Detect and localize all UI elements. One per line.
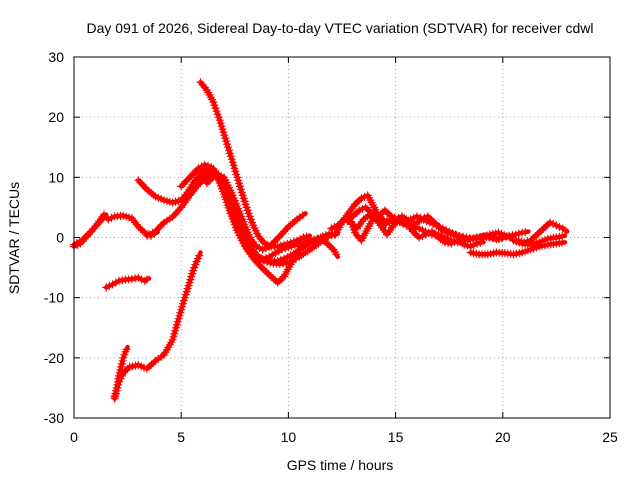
y-tick-label: 30	[48, 49, 64, 65]
series-markers	[102, 273, 151, 292]
series-markers	[202, 170, 307, 254]
chart-title: Day 091 of 2026, Sidereal Day-to-day VTE…	[86, 20, 593, 36]
x-tick-label: 25	[602, 429, 618, 445]
x-tick-label: 5	[177, 429, 185, 445]
series-markers	[348, 203, 470, 244]
series-markers	[110, 345, 131, 403]
series-arc-low-a	[102, 273, 152, 292]
x-tick-label: 0	[70, 429, 78, 445]
series-arc-late-e	[466, 238, 568, 259]
series-arc-late-g	[509, 232, 568, 249]
y-tick-label: -20	[44, 350, 64, 366]
y-tick-label: -10	[44, 290, 64, 306]
series-markers	[196, 78, 311, 251]
y-tick-label: -30	[44, 410, 64, 426]
x-axis-label: GPS time / hours	[287, 457, 394, 473]
x-axis: 0 5 10 15 20 25	[70, 57, 618, 445]
x-tick-label: 10	[281, 429, 297, 445]
series-markers	[185, 169, 312, 287]
series-arc-peak	[196, 78, 313, 251]
x-tick-label: 15	[388, 429, 404, 445]
series-markers	[509, 232, 567, 249]
grid	[74, 57, 610, 418]
series-group	[69, 78, 570, 403]
y-tick-label: 20	[48, 109, 64, 125]
y-tick-label: 10	[48, 169, 64, 185]
series-arc-deep-spike	[110, 344, 131, 403]
y-axis-label: SDTVAR / TECUs	[6, 182, 22, 294]
series-markers	[466, 238, 567, 259]
y-tick-label: 0	[56, 230, 64, 246]
series-arc-mid-e	[202, 170, 308, 254]
series-arc-late-d	[348, 203, 471, 244]
x-tick-label: 20	[495, 429, 511, 445]
y-axis: -30 -20 -10 0 10 20 30	[44, 49, 610, 426]
